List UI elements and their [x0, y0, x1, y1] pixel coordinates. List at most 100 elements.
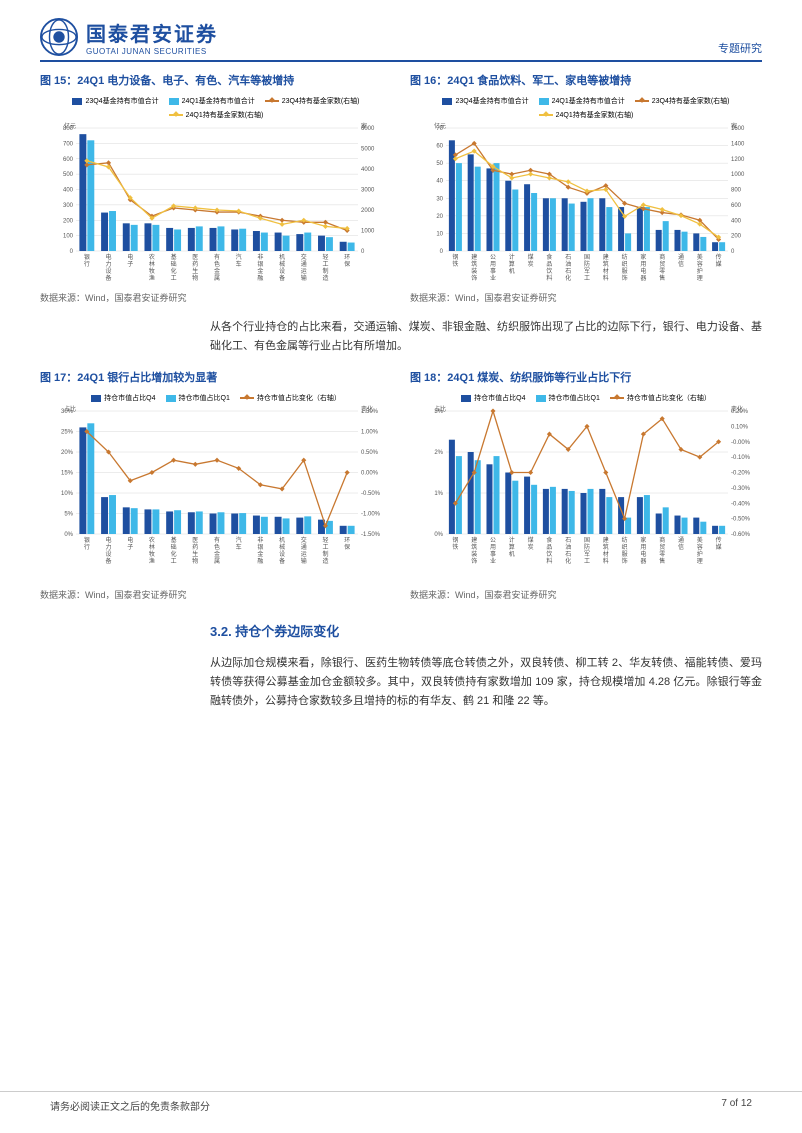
- svg-text:非银金融: 非银金融: [257, 253, 263, 282]
- svg-text:1.00%: 1.00%: [361, 430, 379, 436]
- svg-text:基础化工: 基础化工: [171, 253, 177, 282]
- svg-text:变化: 变化: [361, 405, 373, 413]
- logo-cn: 国泰君安证券: [86, 18, 218, 47]
- svg-text:-0.10%: -0.10%: [731, 456, 751, 462]
- page-header: 国泰君安证券 GUOTAI JUNAN SECURITIES 专题研究: [40, 18, 762, 62]
- svg-text:500: 500: [63, 172, 74, 178]
- svg-text:汽车: 汽车: [236, 253, 242, 268]
- svg-text:0%: 0%: [64, 532, 73, 538]
- svg-text:-0.00%: -0.00%: [731, 440, 751, 446]
- svg-text:2%: 2%: [434, 450, 443, 456]
- svg-text:传媒: 传媒: [716, 536, 722, 551]
- svg-text:轻工制造: 轻工制造: [322, 253, 328, 282]
- svg-text:石油石化: 石油石化: [565, 537, 571, 565]
- svg-text:100: 100: [63, 234, 74, 240]
- svg-text:建筑材料: 建筑材料: [603, 253, 609, 282]
- svg-text:400: 400: [63, 188, 74, 194]
- svg-text:石油石化: 石油石化: [565, 254, 571, 282]
- svg-text:汽车: 汽车: [236, 536, 242, 551]
- svg-text:600: 600: [731, 203, 742, 209]
- svg-text:医药生物: 医药生物: [192, 254, 198, 282]
- svg-text:1400: 1400: [731, 141, 745, 147]
- svg-text:20%: 20%: [61, 450, 74, 456]
- svg-text:变化: 变化: [731, 405, 743, 413]
- svg-text:0: 0: [361, 249, 365, 255]
- svg-text:家用电器: 家用电器: [640, 536, 646, 565]
- svg-text:钢铁: 钢铁: [452, 253, 458, 268]
- svg-text:占比: 占比: [434, 405, 446, 413]
- svg-text:3000: 3000: [361, 188, 375, 194]
- svg-text:占比: 占比: [64, 405, 76, 413]
- svg-text:700: 700: [63, 141, 74, 147]
- svg-text:煤炭: 煤炭: [528, 536, 534, 551]
- svg-text:传媒: 传媒: [716, 253, 722, 268]
- svg-text:美容护理: 美容护理: [697, 536, 703, 565]
- svg-text:环保: 环保: [344, 254, 350, 268]
- chart-18-source: 数据来源：Wind，国泰君安证券研究: [410, 588, 762, 601]
- svg-text:煤炭: 煤炭: [528, 253, 534, 268]
- svg-text:10%: 10%: [61, 491, 74, 497]
- chart-17-source: 数据来源：Wind，国泰君安证券研究: [40, 588, 392, 601]
- svg-text:公用事业: 公用事业: [490, 537, 496, 565]
- svg-text:农林牧渔: 农林牧渔: [149, 253, 155, 282]
- svg-text:家: 家: [361, 122, 367, 130]
- svg-text:家: 家: [731, 122, 737, 130]
- svg-text:1000: 1000: [361, 229, 375, 235]
- svg-text:0.10%: 0.10%: [731, 425, 749, 431]
- svg-text:食品饮料: 食品饮料: [546, 253, 552, 282]
- svg-text:银行: 银行: [84, 253, 90, 268]
- chart-15-title: 图 15：24Q1 电力设备、电子、有色、汽车等被增持: [40, 72, 392, 88]
- svg-text:有色金属: 有色金属: [214, 536, 220, 565]
- svg-text:200: 200: [731, 234, 742, 240]
- svg-text:医药生物: 医药生物: [192, 537, 198, 565]
- svg-text:1%: 1%: [434, 491, 443, 497]
- page-number: 7 of 12: [721, 1098, 752, 1113]
- svg-text:银行: 银行: [84, 536, 90, 551]
- company-logo-icon: [40, 18, 78, 56]
- svg-text:亿元: 亿元: [64, 122, 76, 130]
- svg-text:0: 0: [731, 249, 735, 255]
- svg-text:家用电器: 家用电器: [640, 253, 646, 282]
- chart-15-source: 数据来源：Wind，国泰君安证券研究: [40, 291, 392, 304]
- svg-text:公用事业: 公用事业: [490, 254, 496, 282]
- svg-text:20: 20: [436, 214, 443, 220]
- svg-text:5%: 5%: [64, 512, 73, 518]
- svg-text:800: 800: [731, 188, 742, 194]
- paragraph-2: 从边际加仓规模来看，除银行、医药生物转债等底仓转债之外，双良转债、柳工转 2、华…: [210, 654, 762, 710]
- svg-text:纺织服饰: 纺织服饰: [622, 253, 628, 282]
- svg-text:-0.30%: -0.30%: [731, 486, 751, 492]
- svg-text:15%: 15%: [61, 471, 74, 477]
- svg-text:亿元: 亿元: [434, 122, 446, 130]
- svg-text:400: 400: [731, 218, 742, 224]
- header-subject: 专题研究: [718, 40, 762, 56]
- logo-en: GUOTAI JUNAN SECURITIES: [86, 47, 218, 56]
- chart-18: 图 18：24Q1 煤炭、纺织服饰等行业占比下行 持仓市值占比Q4持仓市值占比Q…: [410, 369, 762, 601]
- svg-text:通信: 通信: [678, 536, 684, 551]
- svg-text:建筑装饰: 建筑装饰: [471, 253, 477, 282]
- svg-text:1000: 1000: [731, 172, 745, 178]
- svg-text:-0.60%: -0.60%: [731, 532, 751, 538]
- svg-text:60: 60: [436, 144, 443, 150]
- svg-text:200: 200: [63, 218, 74, 224]
- svg-text:-1.00%: -1.00%: [361, 512, 381, 518]
- svg-text:1200: 1200: [731, 157, 745, 163]
- svg-text:电子: 电子: [127, 536, 133, 551]
- svg-text:电力设备: 电力设备: [106, 536, 112, 565]
- svg-text:非银金融: 非银金融: [257, 536, 263, 565]
- svg-text:-0.50%: -0.50%: [731, 517, 751, 523]
- svg-text:商贸零售: 商贸零售: [659, 536, 665, 565]
- svg-text:纺织服饰: 纺织服饰: [622, 536, 628, 565]
- logo: 国泰君安证券 GUOTAI JUNAN SECURITIES: [40, 18, 218, 56]
- svg-text:建筑材料: 建筑材料: [603, 536, 609, 565]
- chart-17-title: 图 17：24Q1 银行占比增加较为显著: [40, 369, 392, 385]
- svg-text:农林牧渔: 农林牧渔: [149, 536, 155, 565]
- svg-text:建筑装饰: 建筑装饰: [471, 536, 477, 565]
- paragraph-1: 从各个行业持仓的占比来看，交通运输、煤炭、非银金融、纺织服饰出现了占比的边际下行…: [210, 318, 762, 355]
- svg-text:国防军工: 国防军工: [584, 537, 590, 565]
- svg-text:交通运输: 交通运输: [301, 536, 307, 565]
- svg-text:通信: 通信: [678, 253, 684, 268]
- section-title-3-2: 3.2. 持仓个券边际变化: [210, 621, 762, 640]
- svg-text:0%: 0%: [434, 532, 443, 538]
- svg-text:30: 30: [436, 196, 443, 202]
- page-footer: 请务必阅读正文之后的免责条款部分 7 of 12: [0, 1091, 802, 1113]
